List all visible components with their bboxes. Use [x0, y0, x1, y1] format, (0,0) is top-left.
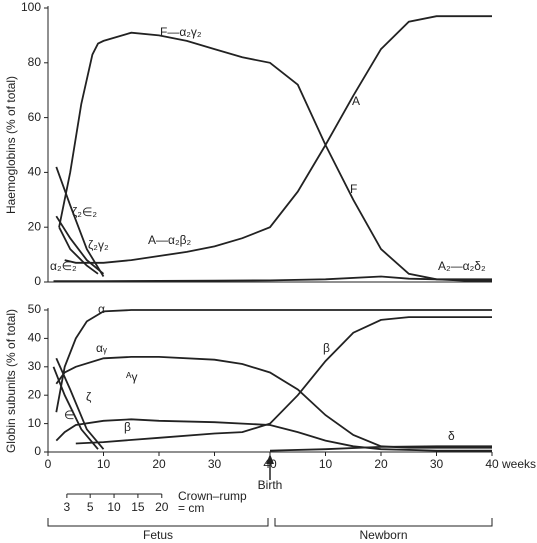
series-line — [269, 445, 492, 452]
series-line — [55, 309, 492, 413]
y-tick-label: 50 — [28, 302, 42, 316]
period-bracket — [47, 518, 269, 527]
crown-rump-label: 5 — [87, 500, 94, 514]
series-line — [58, 31, 492, 282]
x-tick-label: 20 — [152, 457, 166, 471]
series-label: αᵧ — [96, 341, 107, 355]
y-tick-label: 100 — [21, 0, 41, 14]
series-line — [64, 15, 492, 264]
series-label: ζ₂γ₂ — [88, 238, 109, 252]
annotation: A — [352, 94, 360, 108]
series-label: A₂—α₂δ₂ — [438, 259, 486, 273]
x-tick-label: 30 — [430, 457, 444, 471]
annotation: F — [350, 182, 357, 196]
series-label: ζ — [86, 390, 92, 404]
y-tick-label: 20 — [28, 219, 42, 233]
birth-arrowhead — [266, 454, 274, 464]
y-axis-title: Haemoglobins (% of total) — [4, 76, 18, 214]
y-tick-label: 10 — [28, 416, 42, 430]
y-tick-label: 60 — [28, 110, 42, 124]
series-line — [55, 215, 105, 275]
series-line — [53, 275, 492, 283]
series-label: ∈ — [64, 408, 74, 422]
series-line — [58, 226, 99, 275]
x-unit: weeks — [501, 457, 536, 471]
crown-rump-label: 3 — [64, 500, 71, 514]
y-tick-label: 20 — [28, 387, 42, 401]
series-label: α — [98, 302, 105, 316]
y-axis-title: Globin subunits (% of total) — [4, 309, 18, 453]
series-line — [55, 356, 492, 449]
series-line — [55, 357, 105, 450]
series-line — [75, 316, 492, 445]
y-tick-label: 0 — [34, 274, 41, 288]
series-label: A—α₂β₂ — [148, 233, 192, 247]
series-label: ζ₂∈₂ — [72, 205, 97, 219]
crown-rump-label: 10 — [107, 500, 121, 514]
crown-rump-title: Crown–rump — [178, 489, 247, 503]
y-tick-label: 40 — [28, 331, 42, 345]
annotation: β — [124, 420, 131, 434]
period-label: Fetus — [143, 528, 173, 542]
series-line — [55, 418, 492, 452]
x-tick-label: 0 — [45, 457, 52, 471]
series-label: α₂∈₂ — [50, 259, 77, 273]
series-line — [55, 166, 105, 277]
y-tick-label: 30 — [28, 359, 42, 373]
series-label: ᴬγ — [125, 370, 137, 384]
crown-rump-label: 20 — [155, 500, 169, 514]
x-tick-label: 10 — [97, 457, 111, 471]
series-label: δ — [448, 429, 455, 443]
y-tick-label: 0 — [34, 444, 41, 458]
period-bracket — [274, 518, 493, 527]
birth-label: Birth — [258, 478, 283, 492]
crown-rump-unit: = cm — [178, 501, 204, 515]
x-tick-label: 10 — [319, 457, 333, 471]
series-label: F—α₂γ₂ — [160, 25, 202, 39]
x-tick-label: 30 — [208, 457, 222, 471]
series-line — [52, 366, 99, 450]
period-label: Newborn — [359, 528, 407, 542]
crown-rump-label: 15 — [131, 500, 145, 514]
x-tick-label: 20 — [374, 457, 388, 471]
y-tick-label: 40 — [28, 165, 42, 179]
series-label: β — [323, 341, 330, 355]
y-tick-label: 80 — [28, 55, 42, 69]
x-tick-label: 40 — [485, 457, 499, 471]
